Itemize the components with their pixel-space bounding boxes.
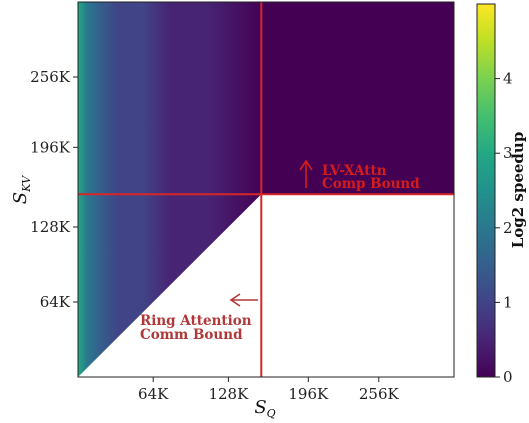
y-tick-label: 196K — [30, 138, 71, 156]
y-tick-label: 256K — [30, 68, 71, 86]
plot-frame — [77, 1, 455, 378]
white-triangle-region — [78, 194, 262, 377]
y-axis-ticks: 64K 128K 196K 256K — [30, 68, 78, 311]
annotation-ring-attention: Ring Attention Comm Bound — [140, 293, 258, 343]
plot-area — [78, 2, 454, 377]
x-axis-ticks: 64K 128K 196K 256K — [138, 377, 400, 403]
annotation-lv-xattn-line1: LV-XAttn — [322, 163, 387, 179]
annotation-ring-attention-line2: Comm Bound — [140, 327, 243, 343]
x-tick-label: 256K — [359, 385, 400, 403]
x-tick-label: 64K — [138, 385, 169, 403]
colorbar-tick-label: 2 — [503, 219, 513, 237]
y-tick-label: 128K — [30, 218, 71, 236]
colorbar-label: Log2 speedup — [509, 132, 527, 249]
arrow-left-head-icon — [229, 293, 241, 307]
annotation-ring-attention-line1: Ring Attention — [140, 313, 252, 329]
colorbar-ticks: 0 1 2 3 4 — [495, 70, 513, 386]
colorbar-tick-label: 1 — [503, 293, 513, 311]
arrow-up-head-icon — [299, 159, 313, 171]
colorbar-scale — [476, 3, 496, 378]
colorbar-tick-label: 0 — [503, 368, 513, 386]
colorbar-tick-label: 3 — [503, 144, 513, 162]
x-tick-label: 128K — [208, 385, 249, 403]
colorbar-tick-label: 4 — [503, 70, 513, 88]
white-rect-region — [261, 194, 454, 377]
x-tick-label: 196K — [288, 385, 329, 403]
x-axis-label: SQ — [254, 397, 275, 420]
y-axis-label: SKV — [10, 175, 33, 205]
y-tick-label: 64K — [40, 293, 71, 311]
colorbar: 0 1 2 3 4 Log2 speedup — [476, 3, 527, 386]
annotation-lv-xattn: LV-XAttn Comp Bound — [299, 159, 420, 192]
annotation-lv-xattn-line2: Comp Bound — [322, 176, 420, 192]
